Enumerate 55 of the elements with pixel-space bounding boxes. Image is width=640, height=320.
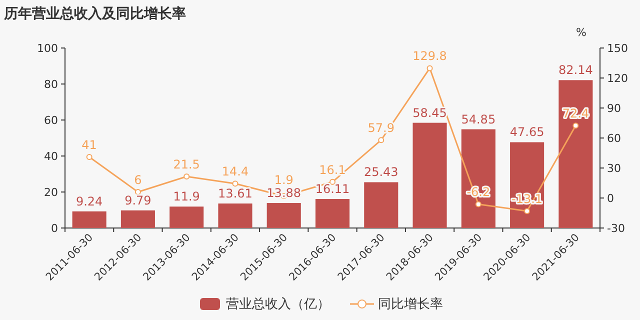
data-label: 82.14 [558,63,593,78]
data-label: 72.4 [562,106,590,121]
bar [120,210,155,228]
data-label: 16.11 [315,182,350,196]
bar [412,122,447,228]
y2-tick-label: 120 [607,72,628,85]
data-label: 58.45 [412,106,447,120]
point [572,122,579,129]
point [184,174,190,180]
legend-label: 营业总收入（亿） [226,297,330,312]
bar [364,182,398,228]
data-label: 41 [82,138,97,152]
point [232,180,238,187]
point [524,208,530,214]
bar [510,142,544,228]
data-label: 6 [134,173,142,187]
bar [266,203,301,228]
legend-label: 同比增长率 [378,296,443,312]
point [86,154,92,160]
data-label: 47.65 [510,125,544,140]
y-tick-label: 80 [44,78,58,91]
point [475,201,482,208]
y-tick-label: 40 [44,150,58,163]
y-tick-label: 20 [44,186,58,199]
bar [170,206,204,228]
y2-tick-label: -30 [607,222,625,235]
data-label: 16.1 [319,162,346,177]
y2-axis-title: % [576,26,586,39]
bar [315,199,350,228]
y2-tick-label: 60 [607,132,621,145]
data-label: 9.79 [124,193,152,208]
y-tick-label: 100 [37,42,58,55]
bar [461,129,496,228]
point [378,137,384,144]
point [134,189,141,195]
bar [72,211,106,228]
y2-tick-label: 150 [607,42,628,55]
data-label: 54.85 [461,112,496,126]
data-label: 1.9 [274,173,294,188]
y-tick-label: 60 [44,114,58,127]
data-label: 14.4 [222,164,249,179]
data-label: 11.9 [173,190,200,204]
data-label: 25.43 [364,165,398,180]
data-label: 21.5 [173,158,200,172]
y-tick-label: 0 [51,222,58,235]
y2-tick-label: 90 [607,102,621,115]
data-label: 9.24 [76,194,103,208]
data-label: 129.8 [412,49,447,64]
data-label: 13.61 [218,186,252,200]
chart-title: 历年营业总收入及同比增长率 [3,5,186,22]
y2-tick-label: 0 [607,192,614,205]
bar [218,204,252,228]
point [426,65,433,72]
y2-tick-label: 30 [607,162,621,175]
bar [558,80,593,228]
